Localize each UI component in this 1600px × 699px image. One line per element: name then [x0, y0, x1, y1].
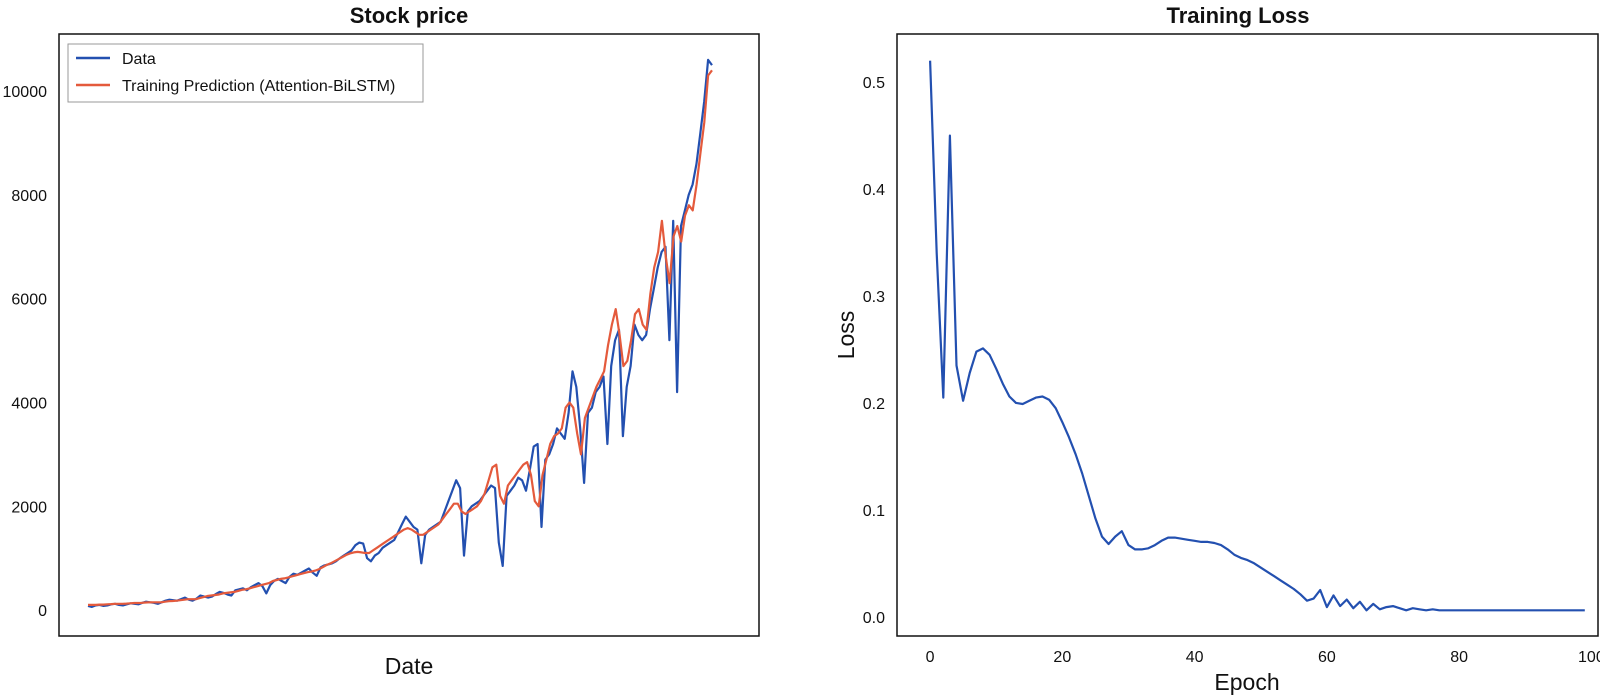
y-tick-label: 0.4: [863, 182, 885, 199]
legend-label-prediction: Training Prediction (Attention-BiLSTM): [122, 78, 395, 95]
legend-label-data: Data: [122, 51, 156, 68]
y-tick-label: 10000: [3, 84, 48, 101]
plot-lines: [929, 60, 1585, 612]
loss-series-line: [929, 60, 1585, 612]
x-tick-label: 100: [1578, 649, 1600, 666]
prediction-series-line: [88, 69, 713, 607]
y-tick-label: 6000: [11, 292, 47, 309]
x-axis-label: Date: [385, 653, 434, 679]
plot-frame: [896, 33, 1599, 637]
x-tick-label: 60: [1318, 649, 1336, 666]
x-tick-label: 40: [1186, 649, 1204, 666]
x-tick-labels: 0 20 40 60 80 100: [926, 649, 1600, 666]
legend-box: [67, 43, 424, 103]
y-tick-label: 2000: [11, 499, 47, 516]
y-tick-label: 0.5: [863, 75, 885, 92]
y-tick-label: 4000: [11, 395, 47, 412]
y-tick-labels: 0.0 0.1 0.2 0.3 0.4 0.5: [863, 75, 885, 627]
y-axis-label: Loss: [833, 311, 859, 360]
chart-title: Stock price: [350, 3, 469, 28]
x-tick-label: 80: [1450, 649, 1468, 666]
y-tick-labels: 0 2000 4000 6000 8000 10000: [3, 84, 48, 620]
training-loss-chart: Training Loss 0.0 0.1 0.2 0.3 0.4 0.5 0 20 40 60…: [833, 3, 1600, 695]
y-tick-label: 0.0: [863, 610, 885, 627]
y-tick-label: 8000: [11, 188, 47, 205]
plot-lines: [87, 58, 713, 609]
x-axis-label: Epoch: [1214, 669, 1279, 695]
plot-frame: [58, 33, 760, 637]
x-tick-label: 0: [926, 649, 935, 666]
x-tick-label: 20: [1053, 649, 1071, 666]
y-tick-label: 0.3: [863, 289, 885, 306]
y-tick-label: 0: [38, 603, 47, 620]
chart-title: Training Loss: [1166, 3, 1309, 28]
legend: Data Training Prediction (Attention-BiLS…: [67, 43, 424, 103]
y-tick-label: 0.1: [863, 503, 885, 520]
data-series-line: [87, 58, 713, 609]
y-tick-label: 0.2: [863, 396, 885, 413]
